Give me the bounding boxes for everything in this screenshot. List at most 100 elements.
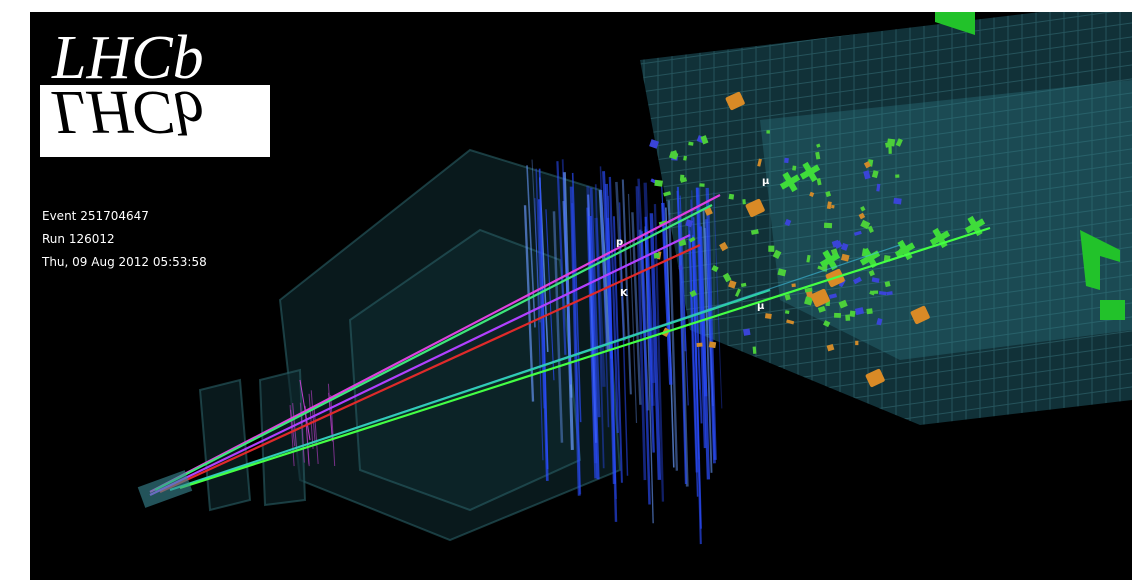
muon-chambers [935, 12, 1125, 320]
tracks [149, 194, 991, 496]
hit [825, 190, 832, 198]
cross [782, 171, 798, 193]
strip [589, 187, 601, 418]
hit [784, 157, 789, 164]
hit [678, 265, 683, 271]
hit [757, 158, 762, 167]
strip [538, 168, 549, 470]
strip [649, 213, 662, 480]
hit [784, 310, 790, 315]
hit [728, 193, 735, 200]
hit [816, 177, 822, 186]
hit [722, 272, 732, 283]
hit [895, 138, 903, 147]
run-number: Run 126012 [42, 232, 115, 246]
calorimeter-cells [640, 12, 1132, 425]
hit [834, 312, 842, 318]
hit [860, 219, 871, 230]
hit [840, 253, 850, 262]
strip [534, 198, 544, 461]
hit [654, 179, 663, 187]
tracker-boxes [198, 148, 622, 542]
hit [876, 318, 883, 326]
hit [743, 328, 751, 336]
hit [683, 155, 688, 161]
cross [862, 247, 878, 269]
hit [886, 138, 896, 147]
strip [308, 393, 314, 450]
hit [886, 291, 893, 296]
hit [704, 207, 713, 216]
strip [688, 230, 699, 497]
hit [840, 242, 849, 251]
hit [872, 290, 879, 294]
hit [831, 204, 835, 209]
hit [888, 145, 892, 154]
hit [816, 143, 821, 148]
logo-reflection: LHCb [51, 78, 204, 146]
strip [526, 165, 536, 328]
strip [606, 217, 618, 522]
event-number: Event 251704647 [42, 209, 149, 223]
strip [692, 217, 703, 424]
hit [768, 245, 775, 252]
hit [849, 310, 856, 318]
hit [742, 199, 746, 205]
hit [696, 342, 703, 347]
track-label: μ [757, 301, 765, 312]
strip [289, 405, 295, 467]
hit [679, 177, 688, 183]
hit [884, 280, 891, 288]
strip [571, 172, 582, 423]
track-label: p [616, 237, 623, 248]
hit [734, 288, 741, 297]
hit [766, 130, 770, 134]
hit [784, 218, 792, 227]
hit [668, 151, 679, 160]
hit [689, 289, 697, 298]
hit [817, 305, 826, 313]
vertex-locator [137, 470, 193, 508]
track-label: K [620, 288, 629, 299]
strip [599, 166, 610, 428]
hit [653, 252, 660, 259]
strip [569, 186, 581, 496]
hit [823, 320, 831, 328]
strip [545, 209, 555, 381]
hit [854, 307, 865, 316]
strip [713, 192, 723, 409]
strip [531, 159, 541, 323]
strip [290, 409, 296, 447]
hit [826, 343, 835, 352]
hit [719, 241, 729, 252]
strip [304, 406, 310, 467]
strip [607, 195, 617, 500]
hit [804, 287, 813, 293]
hit [806, 254, 811, 263]
hit [895, 174, 900, 178]
hit [863, 161, 871, 169]
hit [784, 293, 791, 301]
strip [705, 219, 716, 464]
hit [700, 135, 709, 145]
strip [615, 181, 626, 341]
strip [691, 190, 701, 390]
logo: LHCb [51, 24, 204, 92]
strip [679, 195, 689, 406]
hit [878, 291, 887, 296]
cross [822, 249, 838, 271]
cluster [725, 91, 745, 111]
cluster [745, 198, 765, 218]
hit [752, 346, 757, 354]
hit [772, 249, 782, 260]
strip [627, 193, 638, 424]
hit [817, 265, 826, 271]
hit [699, 183, 705, 187]
strip [586, 207, 597, 479]
hit [685, 219, 694, 228]
hit [708, 341, 717, 349]
strip [561, 159, 572, 385]
strip [556, 161, 567, 355]
